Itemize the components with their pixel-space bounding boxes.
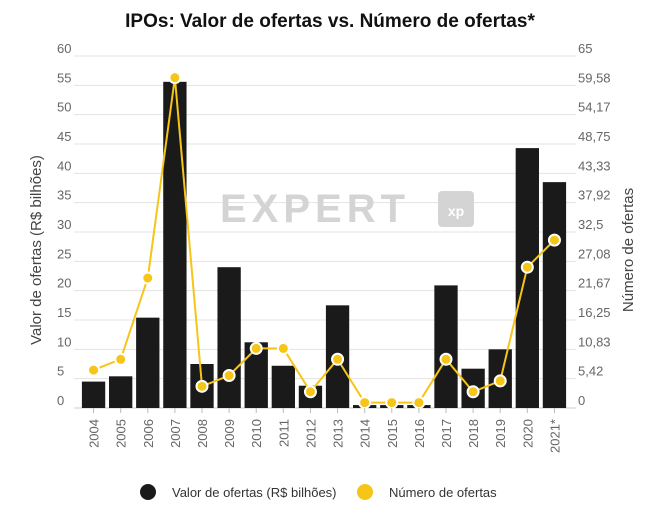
point-2005 (114, 352, 128, 366)
bar-2006 (136, 317, 160, 408)
x-axis-ticks: 2004 2005 2006 2007 2008 2009 2010 2011 2012 2013… (87, 408, 562, 453)
x-tick-label-2017: 2017 (439, 419, 454, 448)
x-tick-label-2007: 2007 (168, 419, 183, 448)
left-tick-label: 15 (57, 305, 71, 320)
watermark-logo-text: xp (448, 203, 464, 219)
line-numero-ofertas (93, 77, 556, 404)
right-tick-label: 10,83 (578, 334, 611, 349)
watermark-text: EXPERT (220, 187, 410, 231)
point-2006 (141, 271, 155, 285)
point-2017 (439, 352, 453, 366)
point-2019 (493, 374, 507, 388)
left-tick-label: 30 (57, 217, 71, 232)
point-2010 (249, 341, 263, 355)
left-tick-label: 10 (57, 334, 71, 349)
x-tick-label-2015: 2015 (385, 419, 400, 448)
left-tick-label: 50 (57, 100, 71, 115)
bar-2004 (81, 381, 106, 408)
watermark-logo: xp (438, 191, 474, 227)
bar-2021* (542, 182, 567, 408)
x-tick-label-2004: 2004 (87, 419, 102, 448)
point-2011 (276, 341, 290, 355)
left-tick-label: 40 (57, 158, 71, 173)
right-axis-ticks: 0 5,42 10,83 16,25 21,67 27,08 32,5 37,92 43,33 4… (578, 41, 611, 408)
right-axis-title: Número de ofertas (620, 188, 637, 312)
point-2020 (520, 260, 534, 274)
right-tick-label: 59,58 (578, 70, 611, 85)
x-tick-label-2016: 2016 (412, 419, 427, 448)
right-tick-label: 5,42 (578, 364, 603, 379)
left-axis-title: Valor de ofertas (R$ bilhões) (28, 155, 45, 345)
legend-label-numero: Número de ofertas (389, 485, 497, 500)
legend-swatch-numero (357, 484, 373, 500)
left-tick-label: 60 (57, 41, 71, 56)
x-tick-label-2006: 2006 (141, 419, 156, 448)
point-2013 (331, 352, 345, 366)
left-axis-ticks: 0 5 10 15 20 25 30 35 40 45 50 55 60 (57, 41, 71, 408)
point-2018 (466, 385, 480, 399)
point-2016 (412, 396, 426, 410)
right-tick-label: 32,5 (578, 217, 603, 232)
right-tick-label: 0 (578, 393, 585, 408)
point-2009 (222, 369, 236, 383)
chart-title: IPOs: Valor de ofertas vs. Número de ofe… (125, 11, 535, 32)
x-tick-label-2008: 2008 (195, 419, 210, 448)
bar-2011 (271, 365, 295, 408)
x-tick-label-2009: 2009 (222, 419, 237, 448)
bar-series (81, 81, 567, 409)
bar-2005 (109, 376, 133, 408)
right-tick-label: 21,67 (578, 276, 611, 291)
x-tick-label-2010: 2010 (249, 419, 264, 448)
left-tick-label: 5 (57, 364, 64, 379)
left-tick-label: 0 (57, 393, 64, 408)
right-tick-label: 65 (578, 41, 592, 56)
x-tick-label-2020: 2020 (520, 419, 535, 448)
bar-2020 (515, 148, 539, 408)
right-tick-label: 43,33 (578, 158, 611, 173)
left-tick-label: 35 (57, 188, 71, 203)
x-tick-label-2018: 2018 (466, 419, 481, 448)
point-2004 (87, 363, 101, 377)
left-tick-label: 55 (57, 70, 71, 85)
right-tick-label: 48,75 (578, 129, 611, 144)
x-tick-label-2014: 2014 (358, 419, 373, 448)
bar-2017 (434, 285, 458, 408)
right-tick-label: 27,08 (578, 246, 611, 261)
left-tick-label: 20 (57, 276, 71, 291)
left-tick-label: 45 (57, 129, 71, 144)
right-tick-label: 16,25 (578, 305, 611, 320)
x-tick-label-2012: 2012 (303, 419, 318, 448)
legend-swatch-valor (140, 484, 156, 500)
point-2007 (168, 71, 182, 85)
x-tick-label-2005: 2005 (114, 419, 129, 448)
bar-2010 (244, 342, 268, 408)
x-tick-label-2019: 2019 (493, 419, 508, 448)
x-tick-label-2013: 2013 (331, 419, 346, 448)
point-2014 (358, 396, 372, 410)
left-tick-label: 25 (57, 246, 71, 261)
legend-label-valor: Valor de ofertas (R$ bilhões) (172, 485, 337, 500)
bar-2009 (217, 267, 241, 408)
point-2015 (385, 396, 399, 410)
point-2012 (303, 385, 317, 399)
bar-2007 (163, 81, 187, 409)
point-2021* (547, 233, 561, 247)
x-tick-label-2021*: 2021* (547, 419, 562, 453)
point-2008 (195, 379, 209, 393)
watermark: EXPERT xp (220, 187, 474, 231)
legend: Valor de ofertas (R$ bilhões) Número de … (140, 484, 497, 500)
right-tick-label: 37,92 (578, 188, 611, 203)
right-tick-label: 54,17 (578, 100, 611, 115)
line-series (87, 71, 561, 410)
x-tick-label-2011: 2011 (276, 419, 291, 447)
